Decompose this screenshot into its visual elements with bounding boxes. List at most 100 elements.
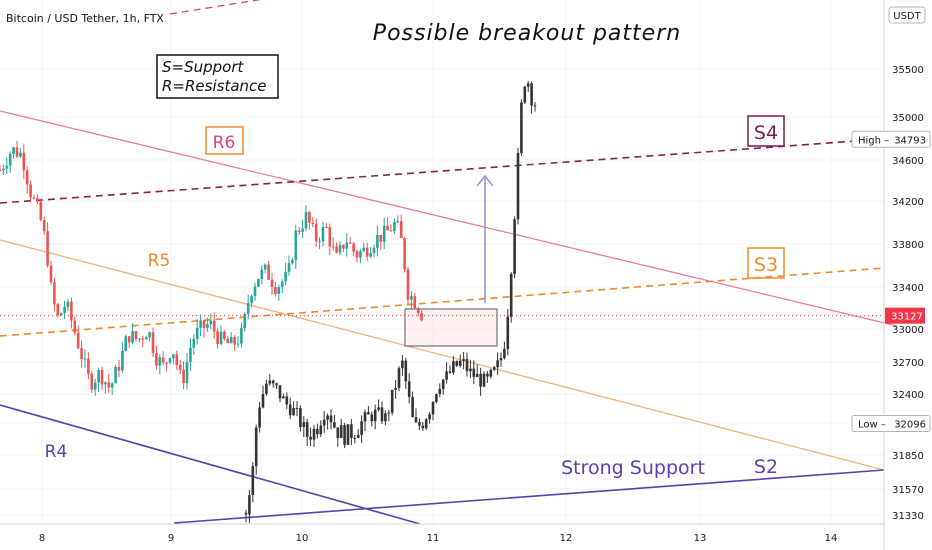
candle xyxy=(338,241,342,255)
time-tick-label: 14 xyxy=(825,533,838,544)
candle xyxy=(175,350,179,371)
legend-support: S=Support xyxy=(162,58,245,76)
candle xyxy=(390,389,394,416)
candle xyxy=(506,309,510,356)
candle xyxy=(275,382,278,390)
breakout-arrow xyxy=(476,174,494,303)
candle xyxy=(124,334,128,352)
chart-title: Possible breakout pattern xyxy=(373,21,681,46)
candle xyxy=(107,373,111,394)
candle xyxy=(311,217,315,228)
candle xyxy=(297,227,301,236)
candle xyxy=(209,313,213,329)
trendline-r6[interactable] xyxy=(0,110,898,327)
annotation-s4-label: S4 xyxy=(754,122,778,144)
trendline-s4[interactable] xyxy=(0,138,885,204)
candle xyxy=(39,198,43,222)
time-tick-label: 12 xyxy=(560,533,573,544)
annotation-s2-label: S2 xyxy=(754,456,778,478)
candle xyxy=(158,354,162,375)
candle xyxy=(499,352,503,367)
candle xyxy=(475,364,479,378)
candle xyxy=(258,402,261,433)
candle xyxy=(369,246,372,258)
candle xyxy=(110,382,114,396)
candle xyxy=(189,338,192,371)
candle xyxy=(355,249,359,263)
trendline-top[interactable] xyxy=(169,0,270,15)
candle xyxy=(87,352,90,380)
candle xyxy=(251,462,255,503)
candle xyxy=(267,260,270,281)
candle xyxy=(165,361,168,372)
candle xyxy=(516,147,520,225)
candle xyxy=(421,421,425,432)
candle xyxy=(479,367,482,396)
candle xyxy=(168,357,172,365)
candle xyxy=(362,243,366,253)
candle xyxy=(486,371,489,383)
candle xyxy=(509,272,513,323)
candle xyxy=(100,366,104,390)
candle xyxy=(418,418,421,431)
candle xyxy=(325,223,328,229)
candle xyxy=(265,379,268,396)
candle xyxy=(131,323,134,344)
candle xyxy=(403,236,406,273)
price-tick-label: 34200 xyxy=(892,197,924,208)
candle xyxy=(271,379,275,388)
candle xyxy=(382,217,386,250)
candle xyxy=(448,365,452,375)
trendline-r5[interactable] xyxy=(0,239,885,471)
price-tick-label: 31850 xyxy=(892,451,924,462)
candle xyxy=(288,397,292,419)
trendline-s3[interactable] xyxy=(0,267,885,337)
candle xyxy=(350,419,353,445)
candle xyxy=(462,352,465,370)
candle xyxy=(260,265,264,285)
candle xyxy=(373,404,377,430)
legend-box: S=Support R=Resistance xyxy=(156,54,279,99)
candle xyxy=(8,151,12,173)
candle xyxy=(339,418,343,439)
time-tick-label: 11 xyxy=(427,533,440,544)
candle xyxy=(49,261,53,285)
time-axis: 8 9 10 11 12 13 14 xyxy=(0,523,884,544)
candle xyxy=(291,257,294,265)
candle xyxy=(206,318,209,332)
candle xyxy=(335,242,338,254)
candle xyxy=(277,284,281,301)
symbol-title: Bitcoin / USD Tether, 1h, FTX xyxy=(6,12,164,25)
candle xyxy=(70,297,73,329)
svg-text:32096: 32096 xyxy=(894,420,926,431)
candle xyxy=(287,255,291,276)
price-label-low: Low – 32096 xyxy=(851,415,931,433)
price-label-high: High – 34793 xyxy=(851,130,931,148)
trendline-s2[interactable] xyxy=(173,469,885,524)
candle xyxy=(19,148,22,159)
trendline-r4[interactable] xyxy=(0,404,421,525)
candle xyxy=(121,342,124,373)
price-tick-label: 34600 xyxy=(892,156,924,167)
candle xyxy=(318,237,321,250)
candle xyxy=(199,314,202,337)
candle xyxy=(73,316,77,336)
time-tick-label: 13 xyxy=(694,533,707,544)
candle xyxy=(372,244,376,258)
candle xyxy=(530,81,533,114)
candle xyxy=(144,335,148,340)
price-tick-label: 32400 xyxy=(892,390,924,401)
candle xyxy=(438,383,442,398)
candle xyxy=(410,291,413,309)
candle xyxy=(299,405,302,432)
candle xyxy=(114,364,117,384)
candle xyxy=(0,165,2,172)
candle xyxy=(63,300,66,320)
candle xyxy=(285,392,289,410)
candle xyxy=(394,380,397,399)
currency-badge[interactable]: USDT xyxy=(888,6,926,24)
candle xyxy=(229,331,233,344)
trendlines xyxy=(0,0,898,525)
candle xyxy=(492,365,496,371)
